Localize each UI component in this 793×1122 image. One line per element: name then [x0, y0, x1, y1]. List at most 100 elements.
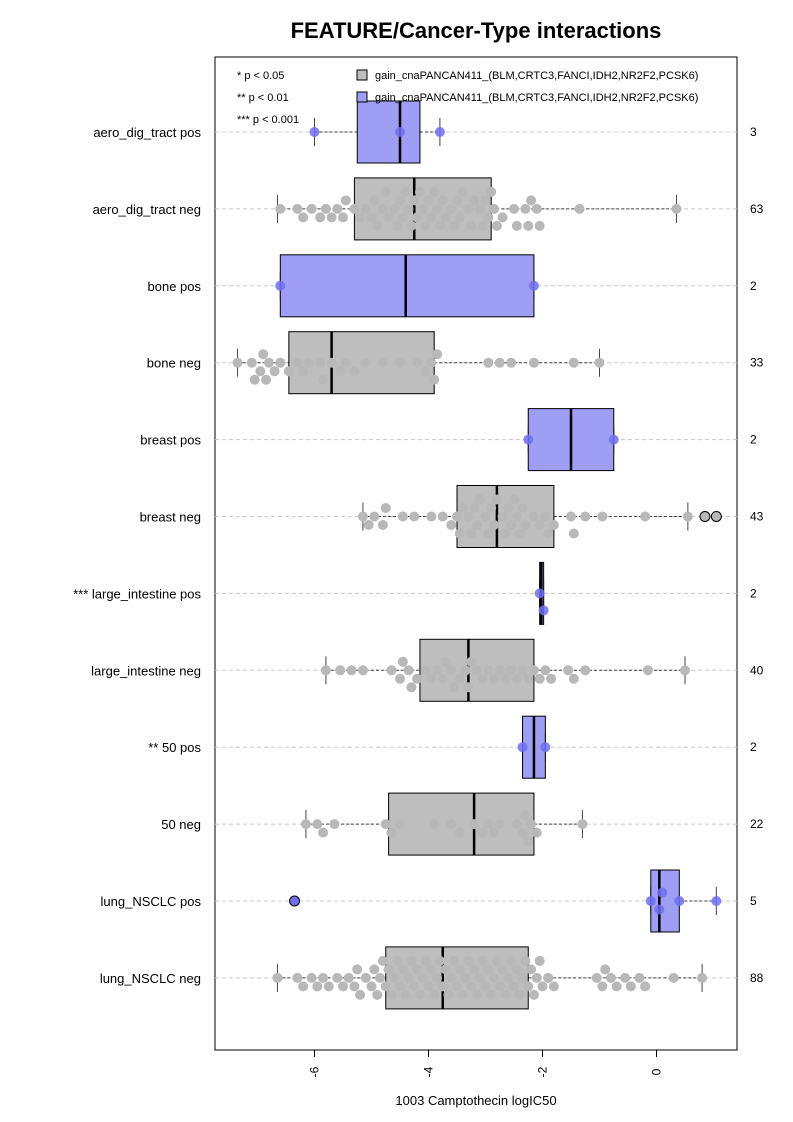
data-point	[429, 989, 440, 1000]
data-point	[454, 212, 465, 223]
data-point	[489, 203, 500, 214]
plot-frame	[214, 56, 738, 1051]
data-point	[620, 972, 631, 983]
count-label: 2	[750, 740, 757, 754]
data-point	[357, 511, 368, 522]
data-point	[671, 203, 682, 214]
data-point	[534, 673, 545, 684]
data-point	[298, 366, 309, 377]
data-point	[454, 964, 465, 975]
count-label: 2	[750, 586, 757, 600]
data-point	[597, 511, 608, 522]
data-point	[657, 887, 668, 898]
data-point	[315, 357, 326, 368]
data-point	[511, 511, 522, 522]
data-point	[625, 981, 636, 992]
data-point	[406, 682, 417, 693]
data-point	[577, 819, 588, 830]
data-point	[463, 955, 474, 966]
data-point	[269, 366, 280, 377]
data-point	[320, 665, 331, 676]
data-point	[680, 665, 690, 676]
data-point	[303, 357, 314, 368]
data-point	[491, 494, 502, 505]
data-point	[469, 964, 480, 975]
data-point	[546, 673, 557, 684]
data-point	[580, 665, 591, 676]
data-point	[466, 981, 477, 992]
data-point	[372, 220, 383, 231]
data-point	[318, 972, 329, 983]
data-point	[420, 665, 431, 676]
data-point	[275, 357, 286, 368]
count-label: 88	[750, 971, 764, 985]
data-point	[483, 665, 494, 676]
data-point	[454, 827, 465, 838]
data-point	[640, 981, 651, 992]
data-point	[440, 964, 451, 975]
data-point	[523, 434, 534, 445]
data-point	[494, 981, 505, 992]
data-point	[463, 511, 474, 522]
data-point	[397, 511, 408, 522]
data-point	[568, 673, 579, 684]
data-point	[497, 212, 508, 223]
data-point	[503, 503, 514, 513]
data-point	[423, 981, 434, 992]
count-label: 3	[750, 125, 757, 139]
data-point	[263, 357, 274, 368]
data-point	[568, 528, 579, 539]
data-point	[346, 665, 357, 676]
x-tick-label: -2	[536, 1066, 550, 1077]
data-point	[548, 520, 559, 530]
data-point	[640, 511, 651, 522]
data-point	[466, 220, 477, 231]
data-point	[397, 656, 408, 667]
data-points	[232, 127, 722, 1000]
data-point	[491, 220, 502, 231]
data-point	[566, 511, 576, 522]
data-point	[463, 682, 474, 693]
data-point	[366, 212, 377, 223]
data-point	[426, 212, 437, 223]
data-point	[403, 203, 414, 214]
data-point	[520, 520, 531, 530]
data-point	[423, 195, 434, 206]
data-point	[377, 955, 388, 966]
data-point	[597, 981, 608, 992]
data-point	[526, 964, 537, 975]
box-plots	[237, 100, 717, 1010]
data-point	[469, 195, 480, 206]
data-point	[528, 989, 539, 1000]
data-point	[292, 972, 303, 983]
data-point	[517, 972, 528, 983]
data-point	[360, 357, 371, 368]
data-point	[486, 503, 497, 513]
data-point	[477, 220, 488, 231]
data-point	[500, 528, 511, 539]
data-point	[409, 511, 420, 522]
data-point	[483, 528, 494, 539]
data-point	[611, 981, 622, 992]
data-point	[432, 349, 443, 360]
data-point	[446, 203, 457, 214]
data-point	[432, 972, 443, 983]
data-point	[409, 981, 420, 992]
data-point	[432, 203, 443, 214]
data-point	[386, 989, 397, 1000]
data-point	[318, 374, 329, 385]
data-point	[275, 203, 286, 214]
data-point	[568, 357, 579, 368]
data-point	[452, 195, 462, 206]
data-point	[463, 203, 474, 214]
category-label: breast neg	[140, 510, 201, 525]
data-point	[466, 528, 477, 539]
data-point	[386, 665, 397, 676]
data-point	[497, 964, 508, 975]
count-label: 5	[750, 894, 757, 908]
data-point	[452, 511, 462, 522]
data-point	[275, 280, 286, 291]
data-point	[457, 503, 468, 513]
data-point	[412, 212, 423, 223]
data-point	[292, 357, 303, 368]
